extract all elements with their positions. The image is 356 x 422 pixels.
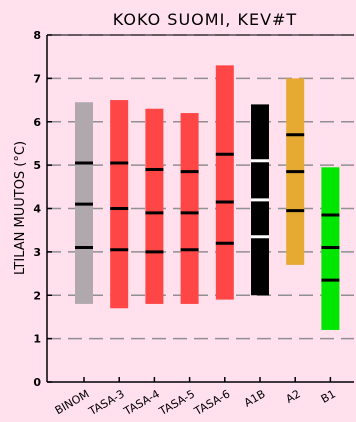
x-tick-label: A1B: [242, 387, 268, 409]
grid-lines: [47, 34, 354, 340]
y-axis-label: LTILAN MUUTOS (°C): [13, 141, 28, 275]
y-tick-label: 1: [33, 333, 41, 346]
y-tick-label: 8: [33, 29, 41, 42]
y-tick-label: 2: [33, 289, 41, 302]
y-tick-label: 5: [33, 159, 41, 172]
x-tick-label: A2: [284, 387, 303, 406]
range-bar: [110, 100, 129, 309]
y-tick-label: 4: [33, 203, 41, 216]
range-bar: [145, 108, 164, 304]
bars: [75, 65, 340, 330]
y-ticks: 0 1 2 3 4 5 6 7 8: [33, 29, 52, 389]
y-tick-label: 6: [33, 116, 41, 129]
x-tick-label: TASA-6: [191, 387, 232, 418]
x-tick-label: B1: [319, 387, 338, 406]
chart-title: KOKO SUOMI, KEV#T: [113, 10, 297, 29]
x-tick-label: BINOM: [53, 387, 92, 417]
x-tick-label: TASA-4: [121, 387, 162, 418]
y-tick-label: 3: [33, 246, 41, 259]
range-bar: [215, 65, 234, 300]
y-tick-label: 0: [33, 376, 41, 389]
range-bar: [180, 113, 199, 304]
x-tick-label: TASA-5: [156, 387, 197, 418]
y-tick-label: 7: [33, 72, 41, 85]
x-tick-label: TASA-3: [86, 387, 127, 418]
